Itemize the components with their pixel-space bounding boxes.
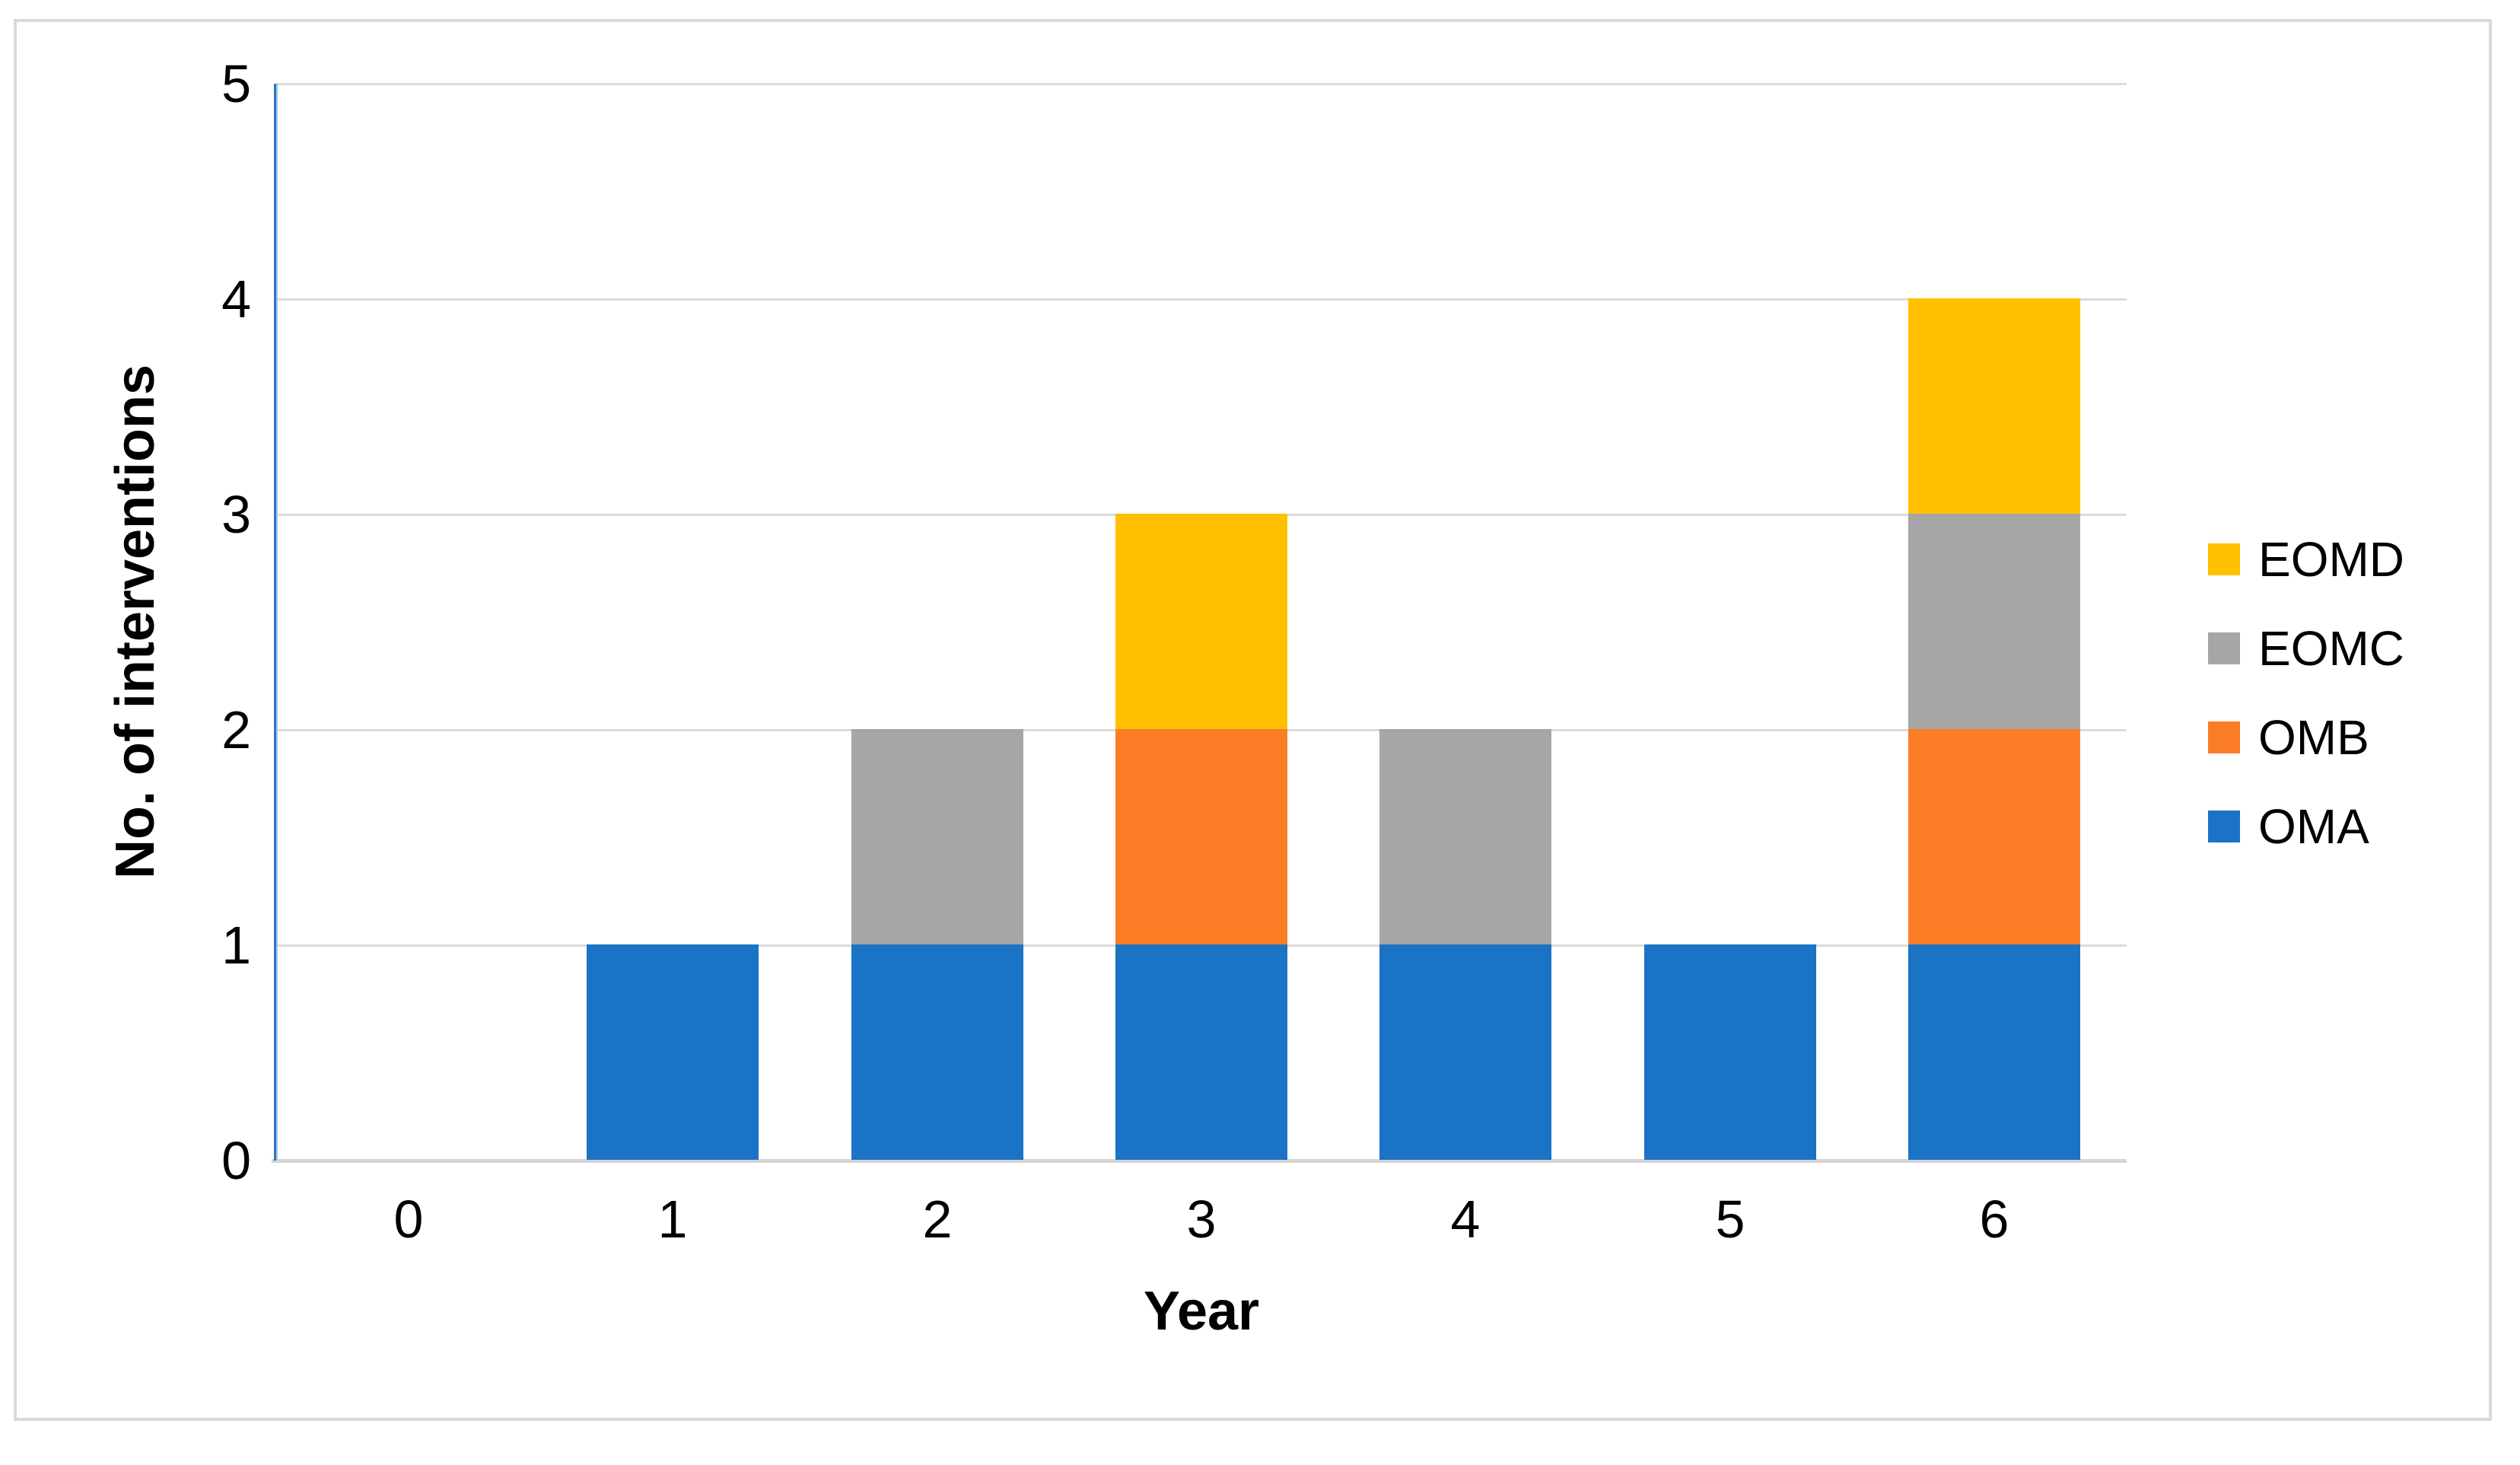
- legend-label-omb: OMB: [2258, 709, 2369, 765]
- gridline-y4: [276, 298, 2127, 301]
- legend-item-eomc: EOMC: [2208, 604, 2404, 693]
- x-tick-label-6: 6: [1979, 1190, 2009, 1249]
- bar-segment-oma-year3: [1115, 944, 1287, 1160]
- bar-segment-oma-year5: [1644, 944, 1816, 1160]
- x-tick-label-1: 1: [657, 1190, 688, 1249]
- legend-item-eomd: EOMD: [2208, 514, 2404, 604]
- bar-segment-oma-year4: [1379, 944, 1551, 1160]
- legend: EOMD EOMC OMB OMA: [2208, 514, 2404, 871]
- gridline-y5: [276, 83, 2127, 85]
- x-tick-label-2: 2: [922, 1190, 953, 1249]
- x-axis-line: [272, 1159, 2127, 1163]
- legend-swatch-eomd: [2208, 543, 2240, 575]
- legend-item-omb: OMB: [2208, 693, 2404, 782]
- y-tick-label-2: 2: [221, 700, 251, 760]
- y-tick-label-1: 1: [221, 916, 251, 975]
- bar-segment-omb-year3: [1115, 729, 1287, 944]
- y-tick-label-0: 0: [221, 1131, 251, 1190]
- y-axis-line: [274, 84, 278, 1161]
- bar-segment-eomc-year6: [1908, 514, 2080, 729]
- legend-swatch-omb: [2208, 721, 2240, 753]
- y-tick-label-5: 5: [221, 54, 251, 113]
- bar-segment-eomc-year4: [1379, 729, 1551, 944]
- x-axis-title: Year: [1143, 1281, 1260, 1342]
- y-tick-label-3: 3: [221, 485, 251, 544]
- y-tick-label-4: 4: [221, 269, 251, 329]
- legend-label-eomd: EOMD: [2258, 531, 2404, 587]
- x-tick-label-4: 4: [1450, 1190, 1481, 1249]
- bar-segment-eomc-year2: [851, 729, 1023, 944]
- x-tick-label-3: 3: [1186, 1190, 1217, 1249]
- y-axis-title: No. of interventions: [105, 364, 166, 880]
- x-tick-label-0: 0: [393, 1190, 424, 1249]
- legend-item-oma: OMA: [2208, 782, 2404, 871]
- legend-swatch-oma: [2208, 810, 2240, 842]
- bar-segment-eomd-year6: [1908, 298, 2080, 514]
- bar-segment-oma-year2: [851, 944, 1023, 1160]
- legend-label-eomc: EOMC: [2258, 620, 2404, 676]
- bar-segment-eomd-year3: [1115, 514, 1287, 729]
- x-tick-label-5: 5: [1715, 1190, 1745, 1249]
- bar-segment-oma-year6: [1908, 944, 2080, 1160]
- legend-label-oma: OMA: [2258, 798, 2369, 854]
- bar-segment-oma-year1: [587, 944, 759, 1160]
- legend-swatch-eomc: [2208, 632, 2240, 664]
- bar-segment-omb-year6: [1908, 729, 2080, 944]
